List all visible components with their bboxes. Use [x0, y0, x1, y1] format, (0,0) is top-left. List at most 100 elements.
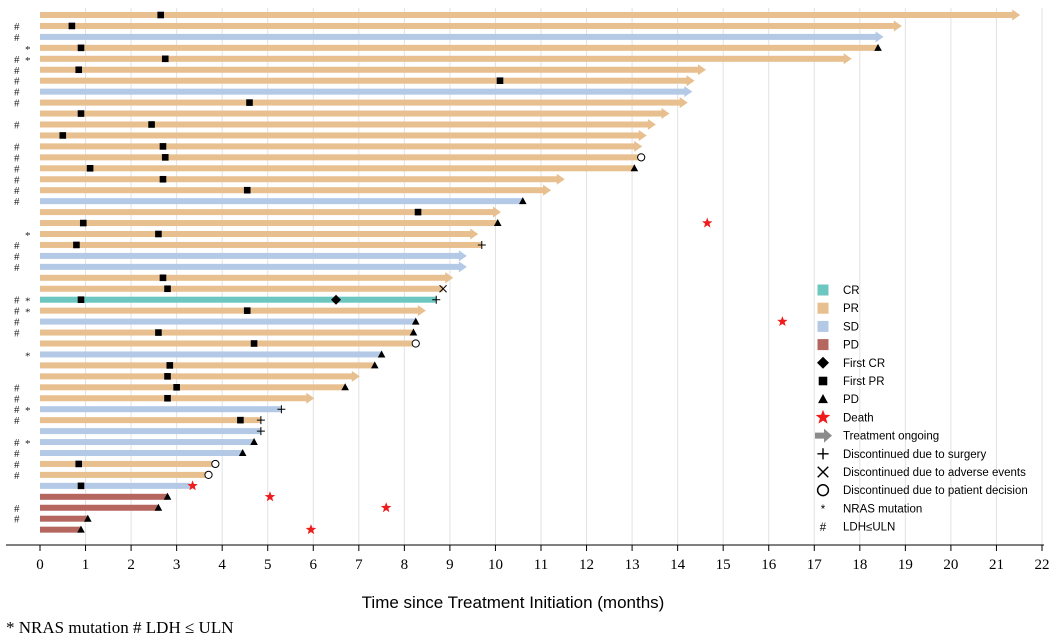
pd-marker — [409, 328, 418, 336]
patient-bar — [40, 384, 346, 391]
patient-bar — [40, 460, 216, 467]
ldh-flag: # — [14, 448, 20, 460]
patient-bar — [40, 252, 460, 259]
patient-bar — [40, 132, 640, 139]
ldh-flag: # — [14, 459, 20, 471]
legend-item-first_cr: First CR — [817, 356, 885, 370]
legend-swatch — [817, 339, 829, 351]
legend-arrow-icon — [815, 428, 832, 443]
pd-marker — [163, 492, 172, 500]
legend-label: PD — [843, 394, 859, 406]
legend-item-ldh: # LDH≤ULN — [820, 522, 896, 535]
x-tick-label: 13 — [625, 557, 640, 573]
ldh-flag: # — [14, 251, 20, 263]
legend-swatch — [817, 320, 829, 332]
ldh-flag: # — [14, 141, 20, 153]
first-pr-marker — [243, 307, 251, 314]
patient-bar — [40, 450, 243, 456]
patient-bar — [40, 482, 191, 489]
pd-marker — [493, 219, 502, 227]
first-pr-marker — [73, 241, 80, 249]
ongoing-arrow — [458, 261, 467, 273]
x-tick-label: 7 — [355, 557, 363, 573]
pd-marker — [518, 197, 527, 205]
patient-bar — [40, 220, 498, 227]
first-pr-marker — [75, 66, 83, 74]
legend-label: PR — [843, 303, 859, 315]
x-tick-label: 11 — [534, 557, 548, 573]
pd-marker — [238, 449, 247, 456]
legend-label: First CR — [843, 358, 885, 370]
first-pr-marker — [496, 77, 504, 84]
ongoing-arrow — [543, 184, 552, 196]
discontinued-surgery-marker — [432, 295, 441, 304]
ongoing-arrow — [893, 20, 902, 32]
patient-bar — [40, 176, 558, 183]
legend-label: NRAS mutation — [843, 503, 922, 515]
ldh-flag: # — [14, 240, 20, 252]
x-axis: 0 1 2 3 4 5 6 7 8 9 10 11 12 13 14 15 16 17 18 19 20 21 22 — [6, 544, 1050, 573]
legend-label: LDH≤ULN — [843, 522, 895, 534]
patient-bar — [40, 417, 261, 424]
ldh-flag: # — [14, 174, 20, 186]
patient-bar — [40, 285, 444, 292]
legend-item-CR: CR — [817, 284, 860, 297]
discontinued-surgery-marker — [256, 427, 265, 436]
first-pr-marker — [161, 55, 169, 63]
first-pr-marker — [155, 230, 162, 238]
discontinued-decision-marker — [637, 153, 646, 162]
legend-label: Death — [843, 412, 874, 424]
ongoing-arrow — [445, 272, 454, 284]
ongoing-arrow — [843, 53, 852, 65]
ongoing-arrow — [661, 108, 670, 120]
nras-flag: * — [25, 307, 31, 319]
ongoing-arrow — [1012, 9, 1021, 21]
legend-item-death: Death — [815, 409, 874, 424]
patient-bar — [40, 198, 523, 205]
legend-item-pd_event: PD — [818, 394, 859, 406]
ldh-flag: # — [14, 21, 20, 33]
first-pr-marker — [157, 11, 164, 19]
discontinued-adverse-marker — [439, 284, 447, 293]
ongoing-arrow — [679, 97, 688, 109]
legend-label: First PR — [843, 376, 885, 388]
nras-flag: * — [25, 438, 31, 450]
death-marker — [702, 217, 713, 228]
discontinued-surgery-marker — [277, 405, 286, 414]
legend-asterisk-icon: * — [821, 504, 826, 516]
x-tick-label: 14 — [670, 557, 686, 573]
first-pr-marker — [164, 394, 171, 402]
discontinued-surgery-marker — [256, 416, 265, 425]
row-flags: ##*# *###########*#### *# *##*### *## *##### — [14, 21, 31, 526]
event-markers — [59, 11, 882, 535]
x-tick-label: 0 — [36, 557, 44, 573]
patient-bar — [40, 99, 681, 106]
first-pr-marker — [161, 154, 169, 161]
legend-label: Discontinued due to patient decision — [843, 485, 1028, 497]
pd-marker — [154, 503, 163, 511]
patient-bar — [40, 515, 88, 522]
patient-bar — [40, 231, 472, 237]
ongoing-arrow — [351, 370, 360, 382]
discontinued-decision-marker — [211, 459, 220, 469]
discontinued-decision-marker — [204, 470, 213, 479]
first-pr-marker — [173, 384, 180, 391]
x-tick-label: 16 — [761, 557, 777, 573]
first-pr-marker — [77, 296, 85, 303]
patient-bar — [40, 428, 261, 435]
pd-marker — [341, 383, 349, 391]
patient-bar — [40, 241, 482, 248]
x-tick-label: 8 — [401, 557, 409, 573]
x-tick-label: 12 — [579, 557, 594, 573]
first-pr-marker — [166, 362, 174, 369]
first-pr-marker — [243, 186, 251, 194]
pd-marker — [874, 43, 882, 51]
legend-swatch — [817, 302, 829, 314]
ldh-flag: # — [14, 295, 20, 307]
ongoing-arrow — [634, 140, 643, 152]
legend-item-ongoing: Treatment ongoing — [815, 428, 939, 443]
legend-circle-icon — [816, 484, 830, 497]
x-tick-label: 17 — [807, 557, 823, 573]
nras-flag: * — [25, 230, 31, 242]
first-pr-marker — [79, 219, 87, 227]
